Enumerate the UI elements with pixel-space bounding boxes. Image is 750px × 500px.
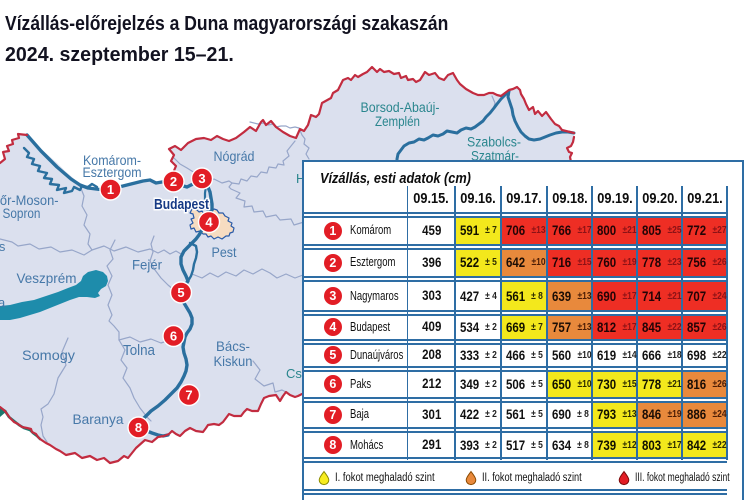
svg-text:Veszprém: Veszprém xyxy=(17,270,77,286)
svg-text:4: 4 xyxy=(205,215,213,230)
svg-text:Nógrád: Nógrád xyxy=(214,148,255,164)
svg-text:Esztergom: Esztergom xyxy=(83,165,142,180)
svg-text:Borsod-Abaúj-: Borsod-Abaúj- xyxy=(361,100,440,115)
svg-text:6: 6 xyxy=(170,329,177,344)
svg-text:Zemplén: Zemplén xyxy=(375,114,420,129)
svg-text:Komárom-: Komárom- xyxy=(83,153,141,168)
svg-text:7: 7 xyxy=(185,388,192,403)
svg-text:Somogy: Somogy xyxy=(22,347,75,363)
svg-text:Győr-Moson-: Győr-Moson- xyxy=(0,193,59,208)
svg-text:5: 5 xyxy=(177,285,184,300)
svg-text:Fejér: Fejér xyxy=(132,257,162,273)
svg-text:Kiskun: Kiskun xyxy=(214,353,253,369)
svg-text:1: 1 xyxy=(107,182,114,197)
svg-text:Pest: Pest xyxy=(212,244,237,260)
svg-text:Budapest: Budapest xyxy=(154,197,209,213)
svg-text:3: 3 xyxy=(198,171,205,186)
svg-text:Bács-: Bács- xyxy=(216,338,250,354)
svg-text:Szabolcs-: Szabolcs- xyxy=(467,135,521,150)
svg-text:8: 8 xyxy=(135,420,142,435)
svg-text:Tolna: Tolna xyxy=(123,343,156,359)
svg-text:Szatmár-: Szatmár- xyxy=(471,149,519,164)
svg-text:Zala: Zala xyxy=(0,295,6,310)
svg-text:Baranya: Baranya xyxy=(73,411,124,427)
svg-text:Budapest: Budapest xyxy=(154,197,209,213)
svg-text:2: 2 xyxy=(170,174,177,189)
svg-text:Sopron: Sopron xyxy=(3,206,41,221)
svg-text:Vas: Vas xyxy=(0,239,6,254)
